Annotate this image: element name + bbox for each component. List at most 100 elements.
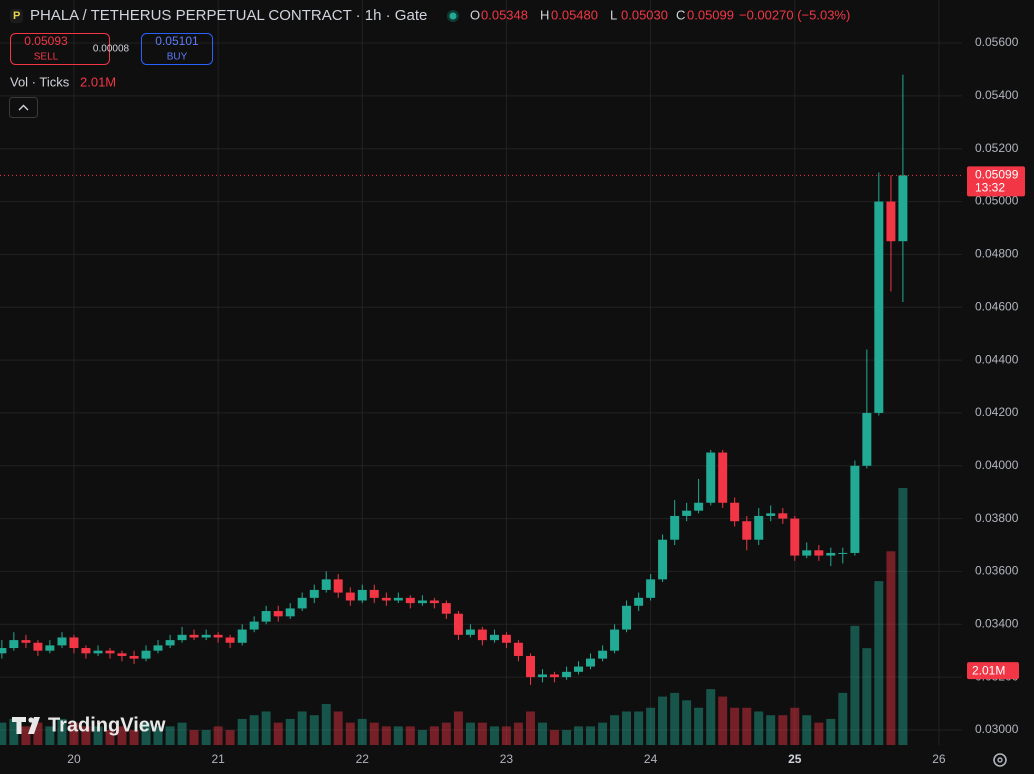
candle-body [730, 502, 740, 522]
candle-body [261, 611, 271, 622]
buy-price[interactable]: 0.05101 [155, 34, 199, 48]
candle-body [9, 640, 19, 649]
candle-body [682, 510, 692, 516]
candle-body [21, 640, 31, 643]
ohlc-key: H [540, 7, 549, 22]
volume-bar [213, 726, 223, 745]
volume-bar [718, 696, 728, 745]
candle-body [165, 640, 175, 646]
candle-body [129, 655, 139, 659]
ohlc-key: O [470, 7, 480, 22]
volume-bar [285, 718, 295, 745]
x-tick-label: 26 [932, 752, 946, 766]
candle-body [814, 550, 824, 556]
candle-body [898, 175, 908, 242]
candle-body [802, 550, 812, 556]
candle-body [562, 671, 572, 678]
volume-bar [105, 730, 115, 745]
volume-bar [153, 726, 163, 745]
y-tick-label: 0.05200 [975, 141, 1019, 155]
volume-bar [886, 551, 896, 745]
volume-bar [526, 711, 536, 745]
y-tick-label: 0.05000 [975, 194, 1019, 208]
candle-body [0, 648, 7, 654]
settings-icon[interactable] [993, 753, 1007, 767]
volume-bar [393, 726, 403, 745]
volume-bar [850, 625, 860, 745]
candle-body [369, 589, 379, 598]
y-tick-label: 0.04000 [975, 458, 1019, 472]
volume-bar [261, 711, 271, 745]
volume-bar [0, 722, 7, 745]
volume-bar [598, 722, 608, 745]
candle-body [838, 552, 848, 554]
candle-body [405, 597, 415, 604]
volume-bar [682, 700, 692, 745]
collapse-button[interactable] [9, 97, 38, 118]
volume-bar [898, 487, 908, 745]
volume-bar [790, 707, 800, 745]
y-tick-label: 0.03800 [975, 511, 1019, 525]
candle-body [45, 645, 55, 651]
buy-label[interactable]: BUY [167, 52, 188, 63]
candle-body [225, 637, 235, 643]
volume-bar [21, 726, 31, 745]
x-tick-label: 22 [356, 752, 370, 766]
volume-bar [93, 726, 103, 745]
candle-body [33, 642, 43, 651]
settings-icon-center[interactable] [997, 757, 1003, 763]
candle-body [489, 634, 499, 641]
volume-bar [513, 722, 523, 745]
candle-body [862, 412, 872, 466]
indicator-value: 2.01M [80, 74, 116, 89]
candle-body [201, 634, 211, 638]
watermark-logo-dot [28, 717, 34, 723]
candle-body [153, 645, 163, 651]
volume-bar [309, 715, 319, 745]
ohlc-key: C [676, 7, 685, 22]
volume-bar [81, 726, 91, 745]
candle-body [754, 515, 764, 540]
volume-bar [634, 711, 644, 745]
volume-bar [165, 726, 175, 745]
candle-body [297, 597, 307, 609]
volume-bar [429, 726, 439, 745]
volume-bar [225, 730, 235, 745]
candle-body [453, 613, 463, 635]
y-tick-label: 0.04200 [975, 405, 1019, 419]
volume-bar [658, 696, 668, 745]
y-tick-label: 0.04600 [975, 299, 1019, 313]
volume-bar [177, 722, 187, 745]
volume-bar [453, 711, 463, 745]
candle-body [321, 579, 331, 590]
volume-bar [742, 707, 752, 745]
sell-price[interactable]: 0.05093 [24, 34, 68, 48]
candle-body [441, 603, 451, 614]
volume-bar [501, 726, 511, 745]
volume-bar [69, 722, 79, 745]
status-dot-inner [449, 12, 457, 20]
candle-body [273, 611, 283, 617]
volume-bar [646, 707, 656, 745]
sell-label[interactable]: SELL [34, 52, 59, 63]
volume-bar [333, 711, 343, 745]
buy-button[interactable] [141, 33, 213, 65]
candle-body [69, 637, 79, 649]
volume-bar [141, 722, 151, 745]
candle-body [333, 579, 343, 593]
candle-body [381, 597, 391, 601]
chevron-icon[interactable] [18, 104, 29, 111]
candle-body [117, 653, 127, 656]
candle-body [513, 642, 523, 656]
volume-bar [562, 730, 572, 745]
volume-bar [730, 707, 740, 745]
last-price-label: 0.05099 [975, 168, 1019, 182]
candle-body [658, 539, 668, 580]
candle-body [742, 521, 752, 540]
candle-body [285, 608, 295, 617]
volume-bar [417, 730, 427, 745]
x-tick-label: 24 [644, 752, 658, 766]
volume-bar [297, 711, 307, 745]
sell-button[interactable] [10, 33, 110, 65]
